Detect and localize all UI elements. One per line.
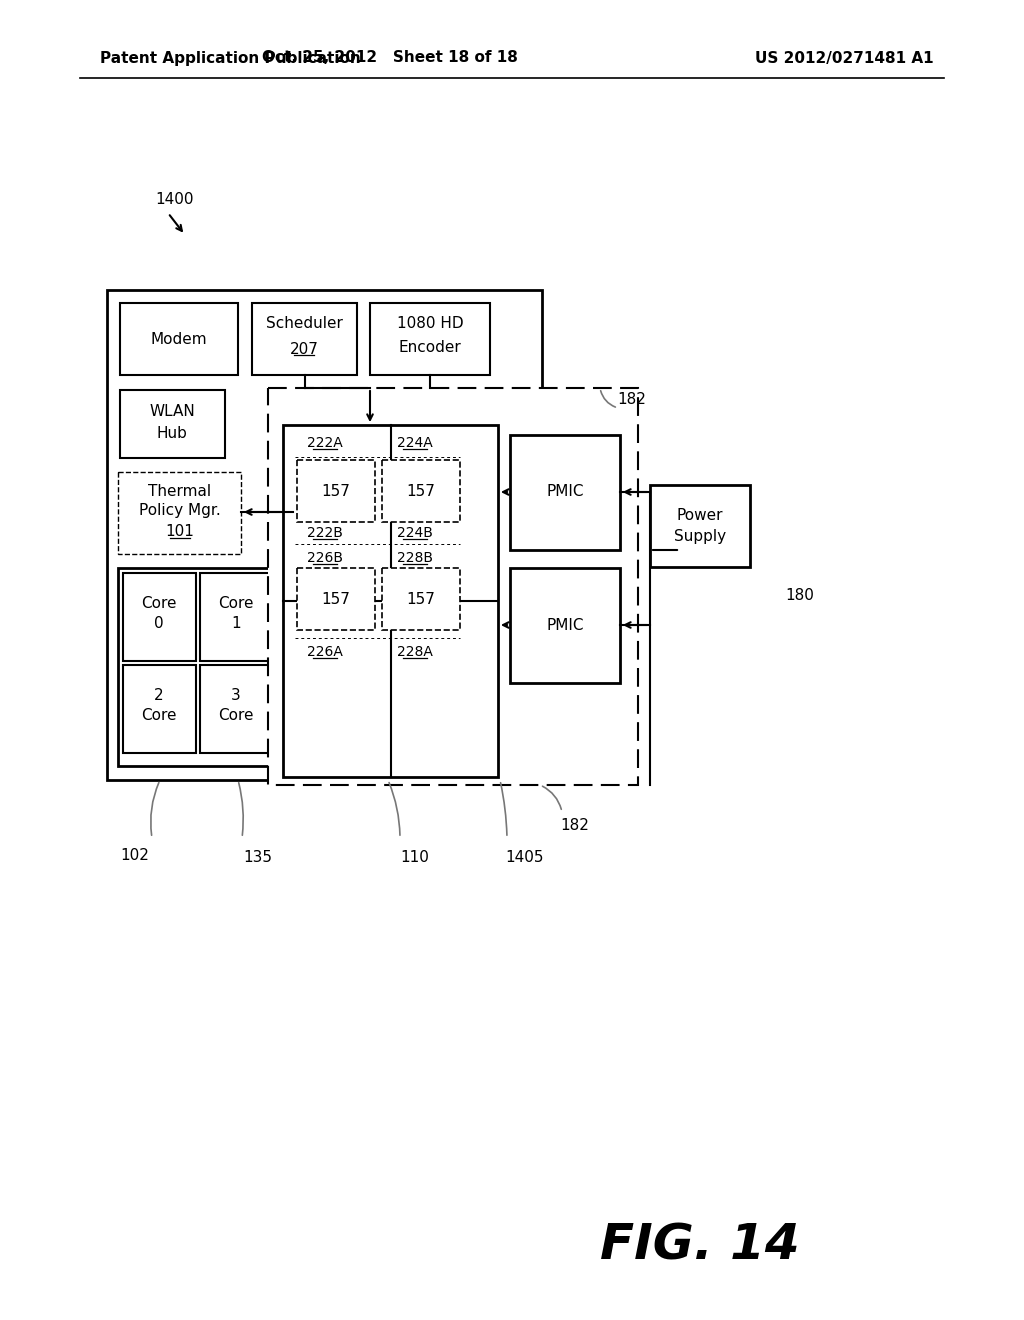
Bar (200, 573, 273, 661)
Text: 226B: 226B (307, 550, 343, 565)
Text: 222A: 222A (307, 436, 343, 450)
Text: 182: 182 (560, 817, 590, 833)
Text: 157: 157 (407, 483, 435, 499)
Text: 157: 157 (322, 483, 350, 499)
Text: 1400: 1400 (155, 193, 194, 207)
Text: Core: Core (218, 595, 254, 610)
Text: PMIC: PMIC (546, 484, 584, 499)
Text: Scheduler: Scheduler (265, 315, 342, 330)
Text: 228B: 228B (397, 550, 433, 565)
Text: Policy Mgr.: Policy Mgr. (139, 503, 221, 517)
Bar (268, 388, 638, 785)
Bar (200, 665, 273, 752)
Bar (382, 459, 460, 521)
Bar (106, 290, 542, 780)
Text: PMIC: PMIC (546, 618, 584, 632)
Text: 207: 207 (290, 342, 318, 356)
Bar (123, 573, 196, 661)
Text: Core: Core (218, 709, 254, 723)
Text: Encoder: Encoder (398, 341, 462, 355)
Bar (120, 304, 238, 375)
Text: 3: 3 (231, 688, 241, 702)
Text: Hub: Hub (157, 425, 187, 441)
Text: 224A: 224A (397, 436, 433, 450)
Bar (370, 304, 490, 375)
Bar (123, 665, 196, 752)
Text: 0: 0 (155, 616, 164, 631)
Text: 180: 180 (785, 587, 814, 602)
Text: 224B: 224B (397, 525, 433, 540)
Bar (650, 484, 750, 568)
Text: Supply: Supply (674, 529, 726, 544)
Text: 2: 2 (155, 688, 164, 702)
Bar (510, 568, 620, 682)
Text: Patent Application Publication: Patent Application Publication (100, 50, 360, 66)
Text: FIG. 14: FIG. 14 (600, 1221, 800, 1269)
Text: US 2012/0271481 A1: US 2012/0271481 A1 (755, 50, 934, 66)
Text: Power: Power (677, 507, 723, 523)
Text: 110: 110 (400, 850, 429, 866)
Text: 1405: 1405 (506, 850, 544, 866)
Text: Thermal: Thermal (148, 484, 212, 499)
Bar (510, 436, 620, 550)
Bar (297, 568, 375, 630)
Text: 102: 102 (121, 847, 150, 862)
Bar (118, 568, 278, 766)
Bar (118, 473, 241, 554)
Text: 157: 157 (407, 591, 435, 606)
Bar (297, 459, 375, 521)
Text: 228A: 228A (397, 645, 433, 659)
Text: 222B: 222B (307, 525, 343, 540)
Text: 1: 1 (231, 616, 241, 631)
Text: Core: Core (141, 595, 177, 610)
Text: 135: 135 (244, 850, 272, 866)
Text: 182: 182 (617, 392, 646, 408)
Text: WLAN: WLAN (150, 404, 195, 418)
Bar (382, 568, 460, 630)
Text: Core: Core (141, 709, 177, 723)
Text: 1080 HD: 1080 HD (396, 315, 463, 330)
Text: 226A: 226A (307, 645, 343, 659)
Bar (283, 425, 498, 777)
Text: 157: 157 (322, 591, 350, 606)
Bar (120, 389, 225, 458)
Text: 101: 101 (166, 524, 195, 540)
Text: Oct. 25, 2012   Sheet 18 of 18: Oct. 25, 2012 Sheet 18 of 18 (262, 50, 518, 66)
Bar (252, 304, 357, 375)
Text: Modem: Modem (151, 331, 207, 346)
